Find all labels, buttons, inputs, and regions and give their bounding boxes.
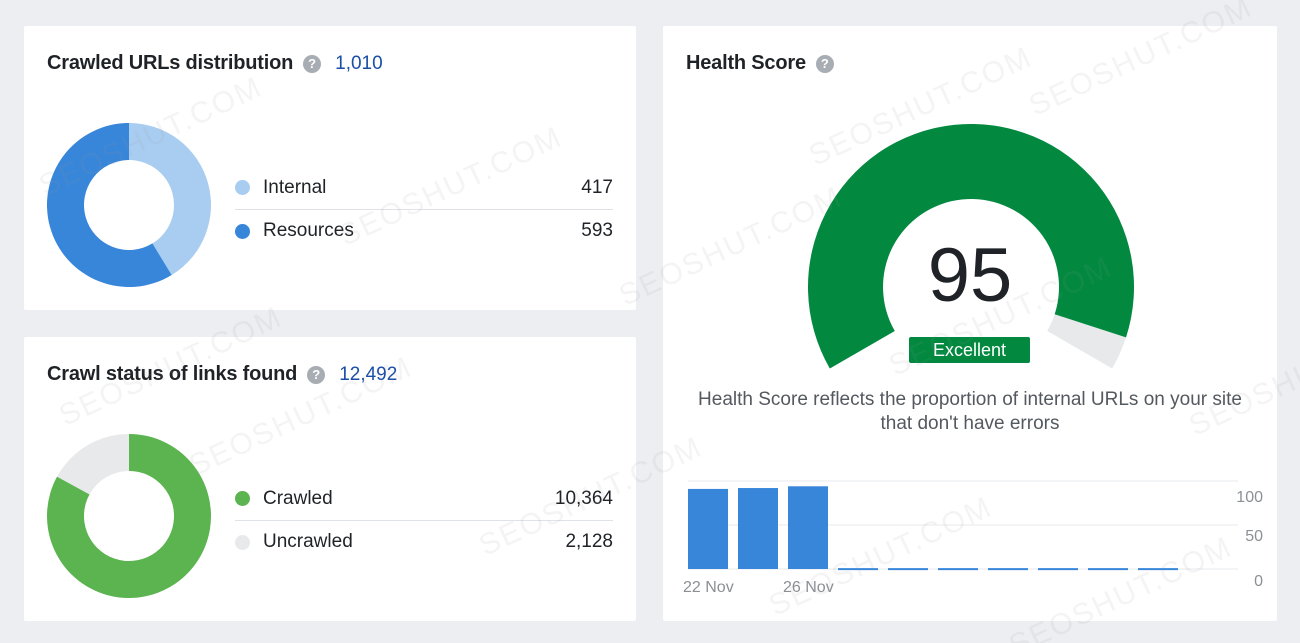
legend-value-resources: 593 [581,220,613,241]
legend-label-crawled: Crawled [263,487,333,509]
legend-dot-internal [235,180,250,195]
y-tick-100: 100 [1236,489,1263,506]
donut-slice-crawled[interactable] [47,434,211,598]
health-score-header: Health Score ? [686,52,834,75]
crawl-status-title: Crawl status of links found [47,363,298,385]
help-icon[interactable]: ? [307,365,326,384]
history-bar[interactable] [688,488,728,569]
y-tick-0: 0 [1254,573,1263,590]
health-score-value: 95 [927,233,1013,318]
help-icon[interactable]: ? [815,54,834,73]
crawled-urls-donut-chart [47,123,211,287]
legend-row-internal[interactable]: Internal 417 [235,166,613,209]
help-icon[interactable]: ? [303,54,322,73]
legend-value-crawled: 10,364 [554,487,613,509]
health-score-title: Health Score [686,52,806,74]
crawled-urls-legend: Internal 417 Resources 593 [235,166,613,252]
legend-label-resources: Resources [263,220,354,241]
legend-row-uncrawled[interactable]: Uncrawled 2,128 [235,520,613,563]
history-bars [688,480,1238,571]
donut-slice-internal[interactable] [129,123,211,276]
crawled-urls-title: Crawled URLs distribution [47,52,294,74]
health-score-rating-badge: Excellent [909,337,1030,363]
donut-slice-resources[interactable] [47,123,172,287]
legend-dot-crawled [235,491,250,506]
legend-dot-resources [235,223,250,239]
crawl-status-total-link[interactable]: 12,492 [339,363,398,385]
crawl-status-header: Crawl status of links found ? 12,492 [47,363,397,386]
legend-value-uncrawled: 2,128 [565,531,613,552]
crawl-status-card: Crawl status of links found ? 12,492 Cra… [24,337,636,621]
history-bar[interactable] [1138,568,1178,571]
health-score-card: Health Score ? 95 Excellent Health Score… [663,26,1277,621]
legend-dot-uncrawled [235,534,250,550]
legend-label-internal: Internal [263,176,327,198]
donut-slice-uncrawled[interactable] [57,434,129,495]
crawled-urls-card: Crawled URLs distribution ? 1,010 Intern… [24,26,636,310]
x-tick-22-nov: 22 Nov [683,579,734,596]
x-tick-26-nov: 26 Nov [783,579,834,596]
crawl-status-legend: Crawled 10,364 Uncrawled 2,128 [235,477,613,563]
legend-label-uncrawled: Uncrawled [263,531,353,552]
health-score-history-chart: 100 50 0 22 Nov 26 Nov [683,471,1263,601]
history-bar[interactable] [838,568,878,571]
history-bar[interactable] [938,568,978,571]
crawled-urls-header: Crawled URLs distribution ? 1,010 [47,52,383,75]
y-tick-50: 50 [1245,528,1263,545]
gauge-fill [808,123,1134,369]
health-score-gauge [808,123,1134,369]
health-score-description: Health Score reflects the proportion of … [698,389,1242,434]
history-bar[interactable] [1038,568,1078,571]
history-bar[interactable] [988,568,1028,571]
history-bar[interactable] [788,486,828,569]
legend-row-resources[interactable]: Resources 593 [235,209,613,252]
history-bar[interactable] [1088,568,1128,571]
legend-value-internal: 417 [581,176,613,198]
crawled-urls-total-link[interactable]: 1,010 [335,52,383,74]
history-bar[interactable] [738,488,778,569]
legend-row-crawled[interactable]: Crawled 10,364 [235,477,613,520]
history-bar[interactable] [888,568,928,571]
crawl-status-donut-chart [47,434,211,598]
